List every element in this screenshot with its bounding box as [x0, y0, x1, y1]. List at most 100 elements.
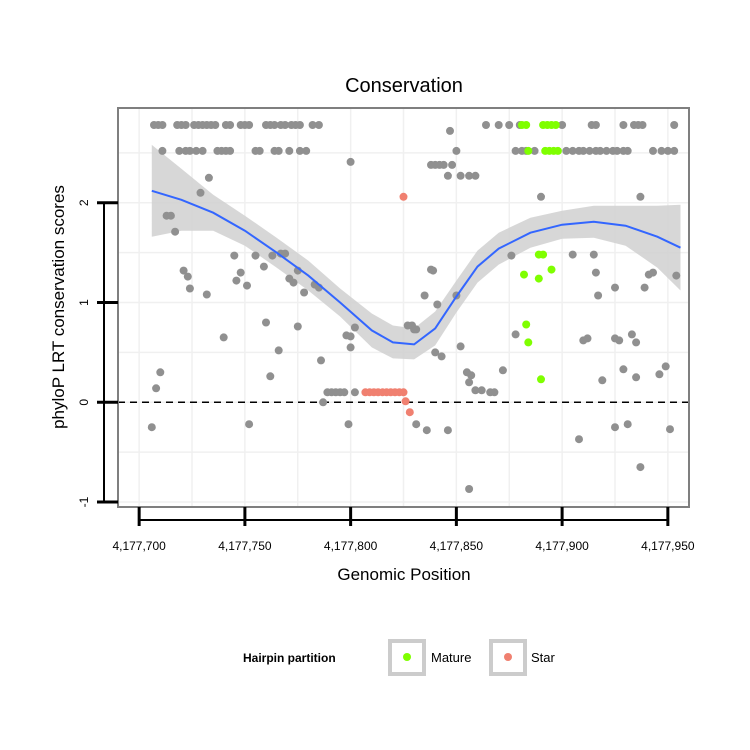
- data-point-other: [251, 251, 260, 260]
- data-point-other: [537, 192, 545, 201]
- data-point-other: [507, 251, 516, 260]
- data-point-other: [166, 211, 175, 220]
- data-point-other: [465, 378, 474, 387]
- legend-label-mature: Mature: [431, 650, 471, 665]
- data-point-other: [431, 348, 440, 357]
- data-point-other: [185, 284, 194, 293]
- data-point-other: [613, 146, 622, 155]
- data-point-other: [661, 362, 670, 371]
- data-point-other: [219, 333, 228, 342]
- smooth-line-layer: [151, 189, 681, 346]
- legend-swatch-mature: [403, 653, 411, 661]
- data-point-star: [399, 192, 408, 201]
- data-point-other: [568, 250, 577, 259]
- data-point-other: [623, 146, 632, 155]
- data-point-other: [412, 420, 421, 429]
- data-point-other: [179, 266, 188, 275]
- data-point-other: [293, 322, 302, 331]
- data-point-other: [594, 291, 603, 300]
- data-point-other: [448, 160, 457, 169]
- data-point-other: [670, 146, 679, 155]
- data-point-other: [295, 121, 304, 129]
- y-tick-label: 1: [77, 299, 91, 306]
- data-point-other: [505, 121, 514, 129]
- data-point-other: [632, 338, 641, 347]
- data-point-other: [259, 262, 268, 271]
- data-point-other: [511, 146, 520, 155]
- data-point-other: [211, 121, 220, 129]
- data-point-other: [649, 146, 657, 155]
- data-point-other: [596, 146, 605, 155]
- data-point-mature: [522, 320, 531, 329]
- data-point-other: [158, 146, 167, 155]
- data-point-other: [317, 356, 325, 365]
- data-point-other: [232, 276, 241, 285]
- data-point-star: [401, 397, 410, 406]
- data-point-other: [262, 318, 270, 327]
- data-point-other: [623, 420, 632, 429]
- data-point-other: [611, 283, 619, 292]
- data-point-other: [410, 325, 419, 334]
- data-point-other: [446, 126, 454, 135]
- y-tick-label: 2: [77, 199, 91, 206]
- data-point-other: [579, 146, 588, 155]
- confidence-band-layer: [151, 144, 681, 360]
- legend-label-star: Star: [531, 650, 556, 665]
- data-point-other: [350, 323, 359, 332]
- x-tick-label: 4,177,750: [218, 539, 272, 553]
- data-point-other: [467, 371, 476, 380]
- data-point-other: [245, 420, 254, 429]
- data-point-star: [405, 408, 414, 417]
- data-point-other: [632, 373, 641, 382]
- data-point-other: [236, 268, 245, 277]
- data-point-other: [655, 370, 664, 379]
- data-point-other: [562, 146, 571, 155]
- data-point-mature: [520, 270, 528, 279]
- data-point-other: [619, 121, 628, 129]
- data-point-other: [204, 173, 213, 182]
- data-point-other: [289, 278, 298, 287]
- data-point-other: [666, 425, 674, 434]
- data-point-other: [602, 146, 611, 155]
- data-point-other: [589, 250, 598, 259]
- data-point-other: [285, 146, 294, 155]
- data-point-other: [350, 388, 359, 397]
- data-point-other: [511, 330, 520, 339]
- data-point-other: [452, 146, 461, 155]
- legend-key-mature: [388, 639, 426, 676]
- data-point-other: [192, 146, 201, 155]
- data-point-other: [591, 268, 600, 277]
- data-point-other: [295, 146, 304, 155]
- data-point-other: [471, 386, 480, 395]
- x-tick-label: 4,177,900: [535, 539, 589, 553]
- data-point-other: [465, 171, 474, 180]
- data-point-other: [274, 146, 283, 155]
- data-point-other: [615, 336, 624, 345]
- legend-item-star: Star: [489, 639, 556, 676]
- data-point-other: [230, 251, 239, 260]
- legend-item-mature: Mature: [388, 639, 471, 676]
- x-tick-label: 4,177,950: [641, 539, 695, 553]
- y-tick-label: -1: [77, 496, 91, 507]
- x-tick-label: 4,177,800: [324, 539, 378, 553]
- data-point-other: [346, 343, 355, 352]
- data-point-other: [583, 334, 592, 343]
- data-point-other: [638, 121, 647, 129]
- data-point-other: [175, 146, 184, 155]
- data-point-other: [281, 249, 290, 258]
- data-point-other: [202, 290, 211, 299]
- data-point-other: [494, 121, 503, 129]
- data-point-other: [429, 266, 438, 275]
- data-point-other: [465, 485, 474, 493]
- data-point-other: [627, 330, 636, 339]
- data-point-other: [663, 146, 672, 155]
- data-point-other: [456, 171, 465, 180]
- data-point-other: [302, 146, 311, 155]
- data-point-other: [619, 365, 628, 374]
- data-point-other: [243, 281, 251, 290]
- data-point-other: [443, 171, 452, 180]
- data-point-other: [575, 435, 583, 444]
- data-point-other: [281, 121, 290, 129]
- data-point-other: [443, 426, 452, 435]
